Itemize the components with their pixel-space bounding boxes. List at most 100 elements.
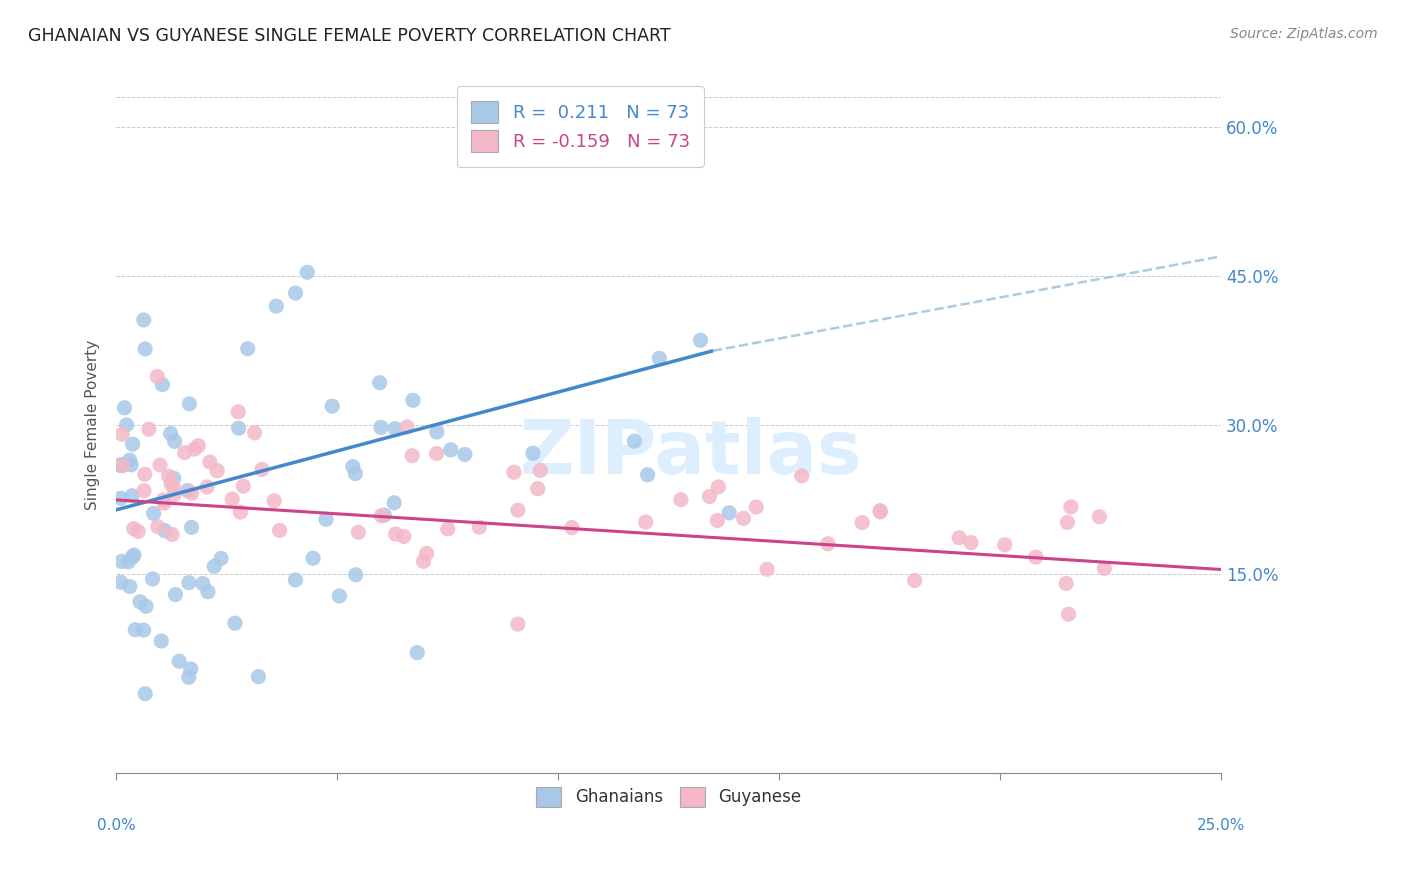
Point — [623, 434, 645, 449]
Point — [163, 434, 186, 449]
Point — [706, 513, 728, 527]
Point — [167, 654, 190, 668]
Point — [506, 617, 529, 632]
Point — [111, 427, 134, 442]
Point — [468, 520, 491, 534]
Point — [392, 529, 415, 543]
Point — [163, 482, 186, 496]
Point — [382, 496, 405, 510]
Point — [197, 584, 219, 599]
Text: ZIPatlas: ZIPatlas — [519, 417, 862, 490]
Point — [1060, 500, 1083, 514]
Point — [157, 469, 180, 483]
Point — [733, 511, 755, 525]
Point — [198, 455, 221, 469]
Point — [132, 483, 155, 498]
Point — [395, 420, 418, 434]
Y-axis label: Single Female Poverty: Single Female Poverty — [86, 340, 100, 510]
Point — [1088, 509, 1111, 524]
Point — [869, 505, 891, 519]
Point — [179, 397, 201, 411]
Point — [146, 519, 169, 533]
Point — [146, 369, 169, 384]
Point — [297, 265, 319, 279]
Point — [669, 492, 692, 507]
Point — [228, 421, 250, 435]
Point — [111, 554, 134, 568]
Point — [124, 623, 146, 637]
Point — [152, 492, 174, 507]
Point — [229, 505, 252, 519]
Point — [454, 448, 477, 462]
Point — [817, 537, 839, 551]
Point — [506, 503, 529, 517]
Point — [373, 508, 395, 523]
Point — [243, 425, 266, 440]
Point — [529, 463, 551, 477]
Point — [226, 405, 249, 419]
Point — [114, 401, 136, 415]
Point — [221, 491, 243, 506]
Point — [236, 342, 259, 356]
Point — [960, 535, 983, 549]
Point — [121, 437, 143, 451]
Point — [177, 575, 200, 590]
Point — [129, 595, 152, 609]
Point — [121, 489, 143, 503]
Point — [122, 548, 145, 562]
Point — [153, 524, 176, 538]
Point — [406, 646, 429, 660]
Point — [134, 687, 156, 701]
Point — [250, 462, 273, 476]
Point — [1057, 607, 1080, 621]
Point — [122, 522, 145, 536]
Point — [153, 496, 176, 510]
Point — [163, 471, 186, 485]
Point — [436, 522, 458, 536]
Point — [159, 426, 181, 441]
Text: 0.0%: 0.0% — [97, 818, 135, 833]
Point — [1056, 516, 1078, 530]
Point — [187, 439, 209, 453]
Point — [370, 508, 392, 523]
Point — [948, 531, 970, 545]
Point — [284, 286, 307, 301]
Point — [160, 476, 183, 491]
Point — [707, 480, 730, 494]
Point — [1092, 561, 1115, 575]
Point — [699, 490, 721, 504]
Point — [756, 562, 779, 576]
Point — [718, 506, 741, 520]
Point — [110, 458, 132, 472]
Point — [224, 616, 246, 631]
Point — [347, 525, 370, 540]
Point — [209, 551, 232, 566]
Text: GHANAIAN VS GUYANESE SINGLE FEMALE POVERTY CORRELATION CHART: GHANAIAN VS GUYANESE SINGLE FEMALE POVER… — [28, 27, 671, 45]
Point — [121, 550, 143, 565]
Point — [328, 589, 350, 603]
Point — [118, 580, 141, 594]
Point — [120, 458, 142, 472]
Point — [191, 576, 214, 591]
Point — [284, 573, 307, 587]
Point — [127, 524, 149, 539]
Point — [689, 334, 711, 348]
Point — [634, 515, 657, 529]
Point — [180, 662, 202, 676]
Point — [150, 634, 173, 648]
Point — [202, 559, 225, 574]
Point — [426, 446, 449, 460]
Point — [117, 555, 139, 569]
Point — [142, 572, 165, 586]
Point — [344, 467, 367, 481]
Point — [135, 599, 157, 614]
Point — [412, 554, 434, 568]
Point — [247, 670, 270, 684]
Point — [177, 670, 200, 684]
Point — [110, 458, 132, 473]
Point — [745, 500, 768, 514]
Point — [269, 524, 291, 538]
Point — [342, 459, 364, 474]
Point — [790, 468, 813, 483]
Point — [138, 422, 160, 436]
